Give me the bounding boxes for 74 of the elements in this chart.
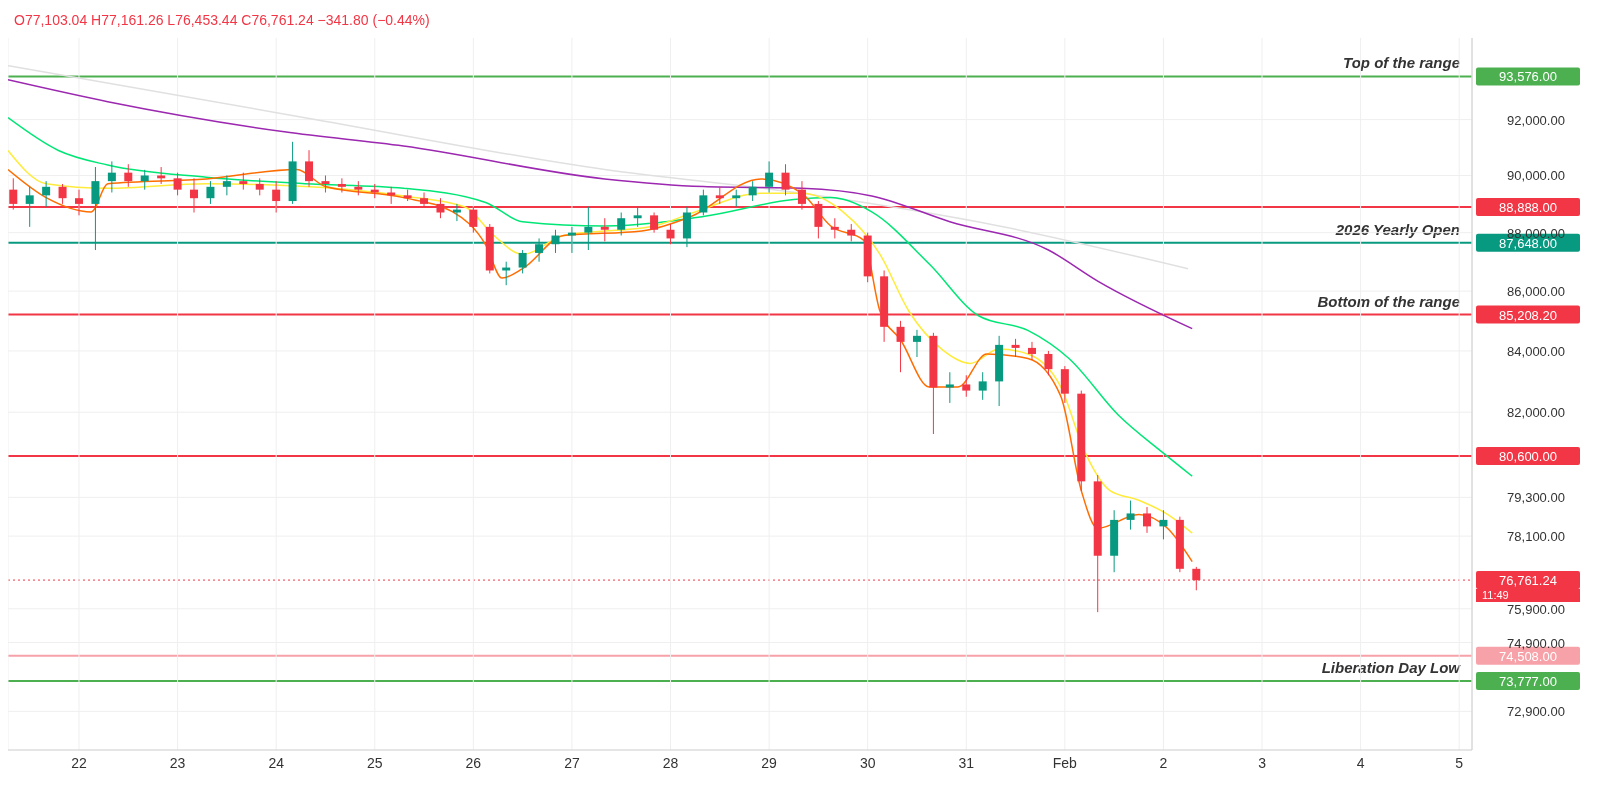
candlestick [25,186,34,228]
x-tick-label: 27 [564,754,580,771]
candlestick [896,320,905,373]
y-tick-label: 90,000.00 [1507,168,1565,184]
candlestick [206,180,215,205]
candlestick [222,174,231,196]
ref-line-label: 93,576.00 [1499,69,1557,85]
candlestick [1159,509,1168,540]
x-tick-label: Feb [1052,754,1078,771]
candlestick [830,217,839,239]
candlestick [978,371,987,401]
x-tick-label: 23 [169,754,186,771]
candlestick [1044,350,1053,376]
candlestick [765,160,774,193]
y-tick-label: 72,900.00 [1507,704,1565,720]
candlestick [518,249,527,274]
text: O77,103.04 H77,161.26 L76,453.44 C76,761.24 −341.80 (−0.44%) [14,12,430,28]
y-tick-label: 75,900.00 [1507,601,1565,617]
ref-line-label: 88,888.00 [1499,200,1557,216]
annotation: Liberation Day Low [1321,658,1462,676]
ref-line-label: 73,777.00 [1499,673,1557,689]
ref-line-label: 85,208.20 [1499,307,1557,323]
line-series [8,64,1189,270]
candlestick [140,169,149,191]
x-tick-label: 30 [859,754,876,771]
line-series [8,116,1193,478]
line-series [8,79,1193,330]
candlestick [650,211,659,234]
y-tick-label: 79,300.00 [1507,490,1565,506]
candlestick [1011,338,1020,358]
candlestick [124,163,133,188]
candlestick [305,149,314,188]
y-tick-label: 92,000.00 [1507,112,1565,128]
candlestick [962,374,971,398]
ref-line-label: 76,761.24 [1499,573,1557,589]
x-tick-label: 24 [268,754,285,771]
x-tick-label: 3 [1258,754,1267,771]
x-tick-label: 29 [761,754,778,771]
candlestick [600,217,609,242]
candlestick [42,180,51,208]
candlestick [945,371,954,404]
candlestick [666,223,675,245]
x-tick-label: 4 [1356,754,1365,771]
candlestick [781,163,790,196]
candlestick [107,160,116,193]
x-tick-label: 26 [465,754,482,771]
candlestick [1143,506,1152,534]
candlestick [912,329,921,358]
y-tick-label: 78,100.00 [1507,529,1565,545]
ref-line-label: 80,600.00 [1499,449,1557,464]
candlestick [58,183,67,205]
annotation: Top of the range [1343,54,1460,72]
candlestick [617,211,626,237]
candlestick [1126,500,1135,531]
text: 11:49 [1476,589,1580,603]
ref-line-label: 74,508.00 [1499,648,1557,664]
x-tick-label: 28 [662,754,679,771]
x-tick-label: 31 [958,754,975,771]
candlestick [1027,341,1036,361]
x-tick-label: 22 [71,754,87,771]
x-tick-label: 25 [366,754,383,771]
x-tick-label: 5 [1455,754,1464,771]
annotation: 2026 Yearly Open [1334,220,1460,238]
candlestick [173,172,182,196]
y-tick-label: 84,000.00 [1507,343,1565,359]
annotation: Bottom of the range [1317,292,1460,310]
candlestick [699,189,708,216]
y-tick-label: 86,000.00 [1507,284,1565,300]
candlestick [748,180,757,202]
y-tick-label: 82,000.00 [1507,405,1565,421]
candlestick [337,177,346,193]
candlestick [633,206,642,228]
y-tick-label: 74,900.00 [1507,635,1565,651]
x-tick-label: 2 [1159,754,1168,771]
